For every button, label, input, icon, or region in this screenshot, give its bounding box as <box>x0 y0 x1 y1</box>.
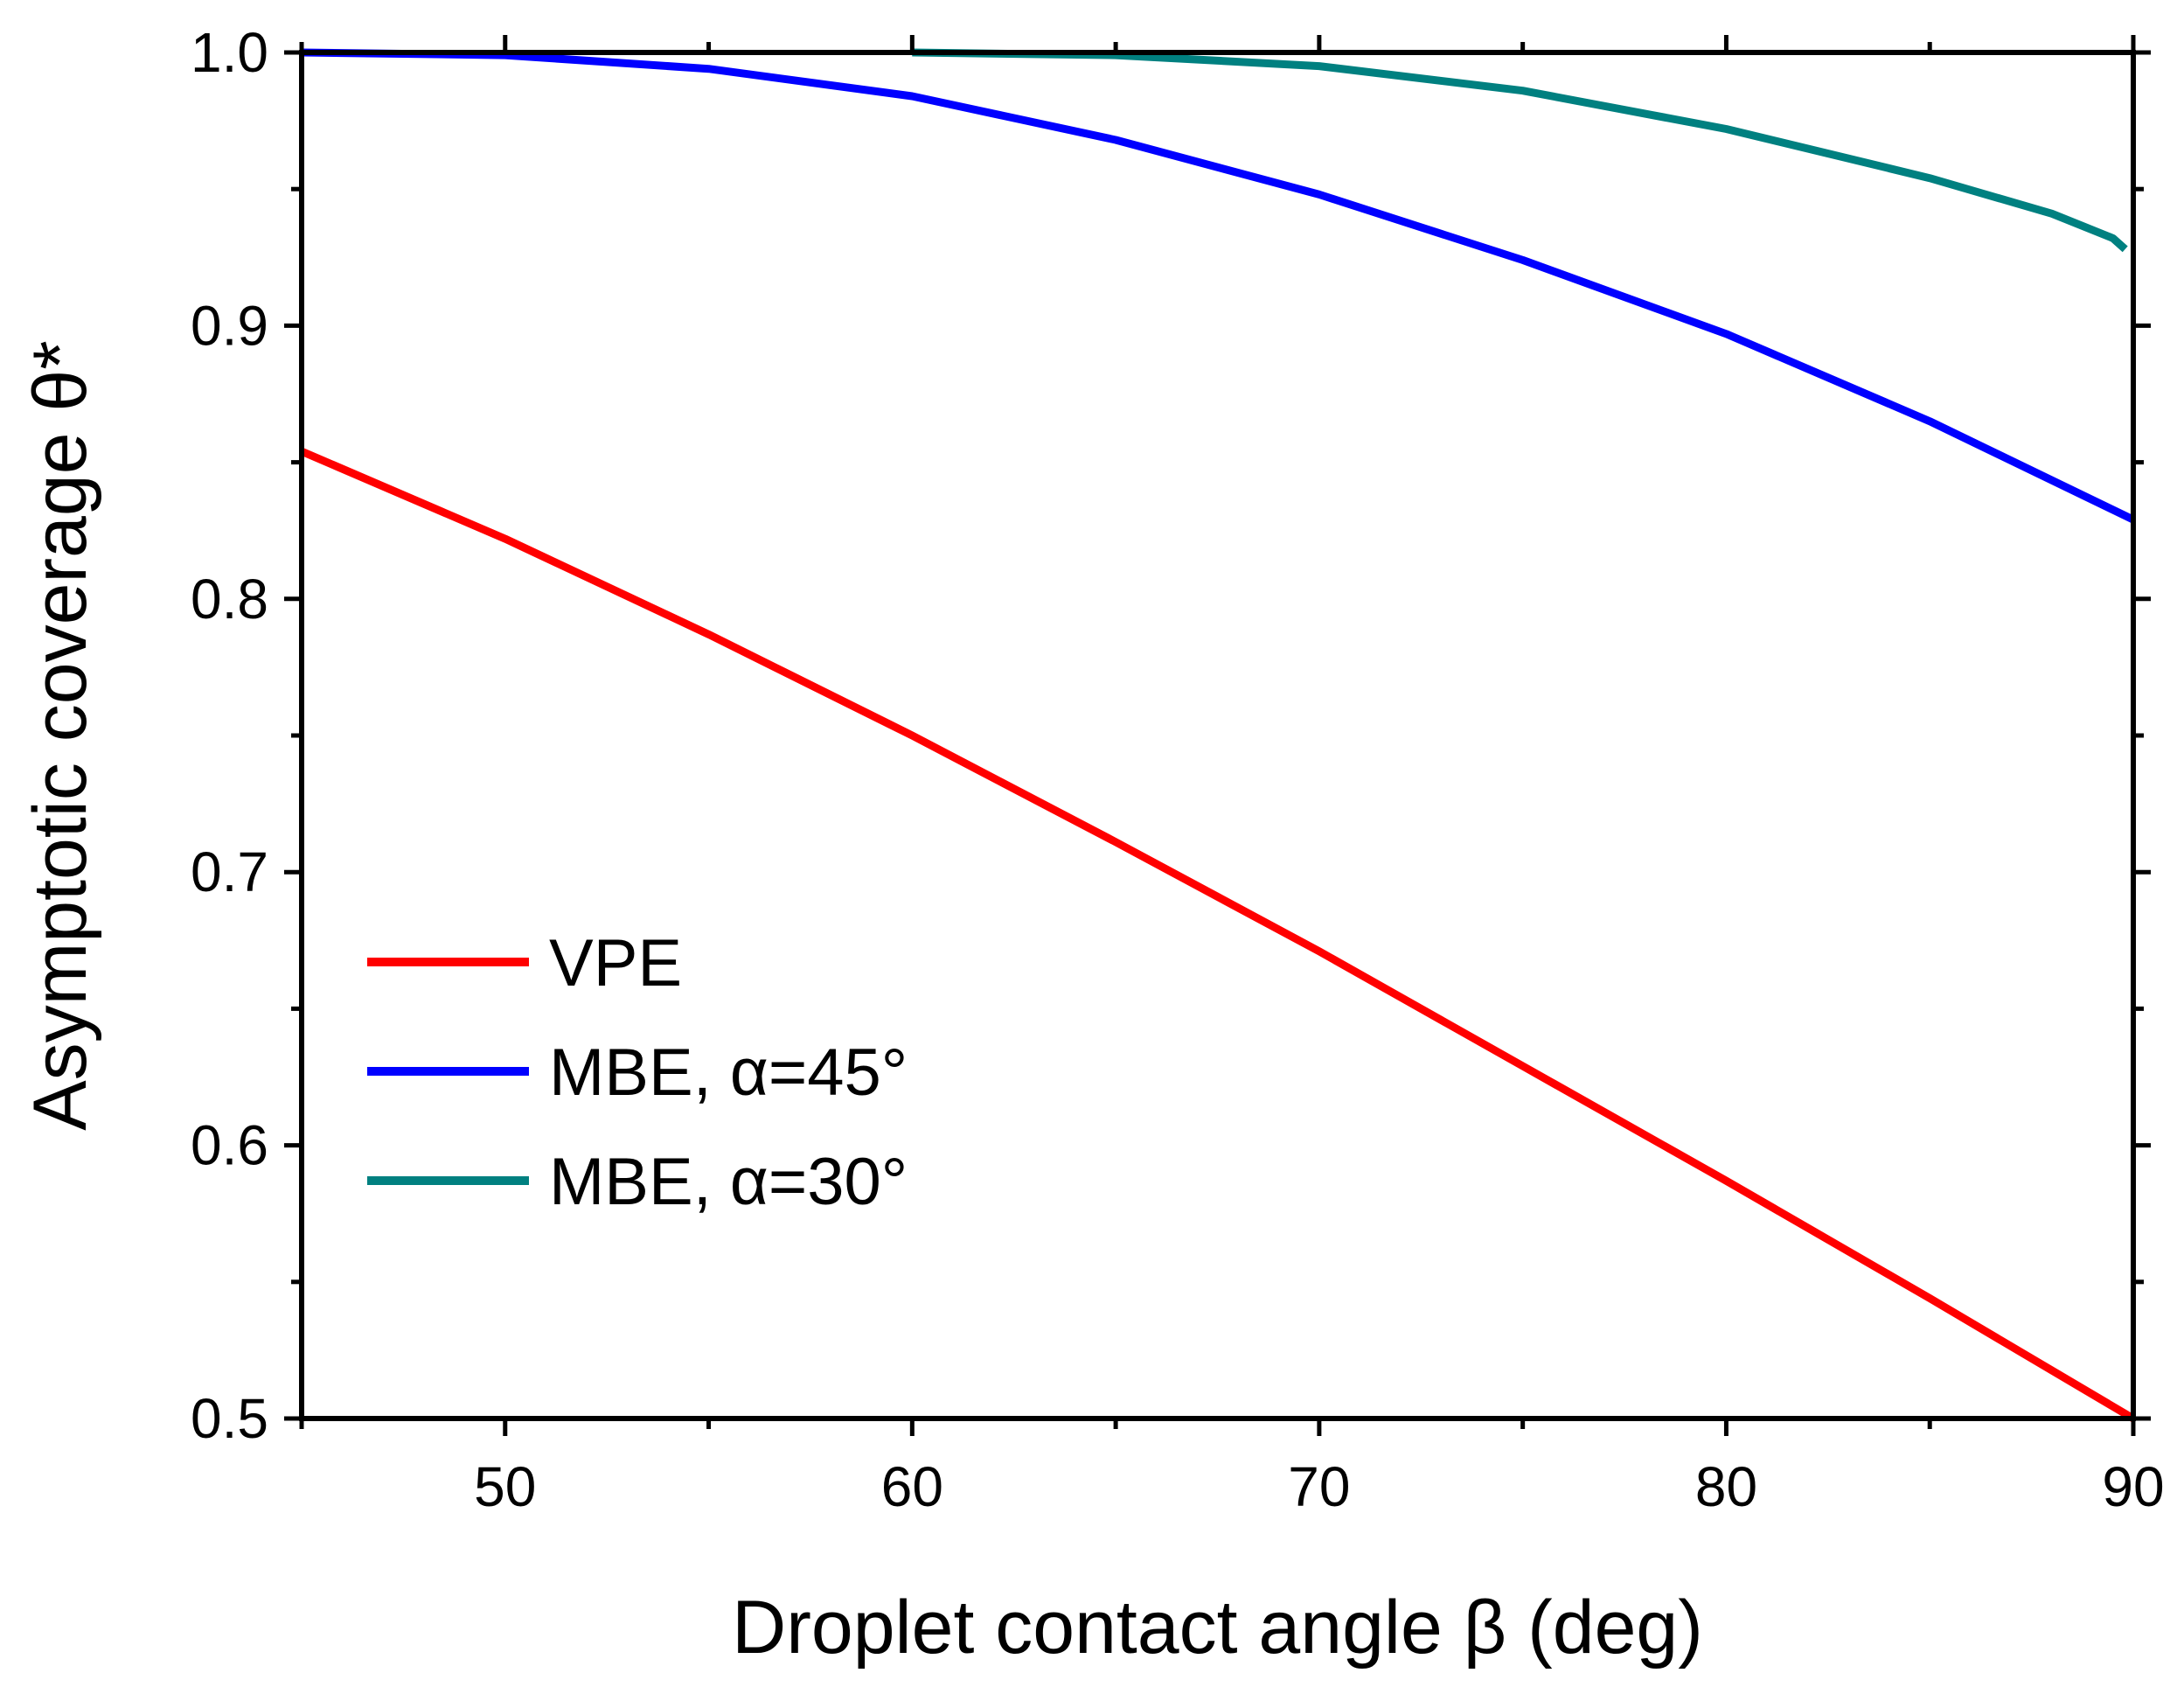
legend-label-1: MBE, α=45° <box>549 1035 908 1110</box>
y-tick-label: 0.9 <box>191 294 268 357</box>
y-tick-label: 0.7 <box>191 840 268 903</box>
x-tick-label: 50 <box>474 1455 536 1518</box>
ticks-layer <box>284 35 2151 1436</box>
y-tick-label: 1.0 <box>191 21 268 84</box>
legend: VPE MBE, α=45° MBE, α=30° <box>367 926 908 1219</box>
series-layer <box>300 48 2136 1422</box>
series-line-0 <box>300 447 2136 1422</box>
y-tick-label: 0.8 <box>191 568 268 631</box>
y-axis-title: Asymptotic coverage θ* <box>18 340 102 1130</box>
x-tick-label: 60 <box>881 1455 943 1518</box>
series-line-1 <box>301 48 2135 524</box>
y-tick-label: 0.5 <box>191 1387 268 1450</box>
x-tick-label: 90 <box>2102 1455 2164 1518</box>
labels-layer: 50 60 70 80 90 0.5 0.6 0.7 0.8 0.9 1.0 <box>191 21 2165 1518</box>
series-line-2 <box>912 48 2128 253</box>
legend-label-0: VPE <box>549 926 682 1000</box>
x-tick-label: 80 <box>1695 1455 1757 1518</box>
x-axis-title: Droplet contact angle β (deg) <box>732 1586 1703 1670</box>
y-tick-label: 0.6 <box>191 1114 268 1177</box>
legend-label-2: MBE, α=30° <box>549 1145 908 1219</box>
x-tick-label: 70 <box>1288 1455 1350 1518</box>
